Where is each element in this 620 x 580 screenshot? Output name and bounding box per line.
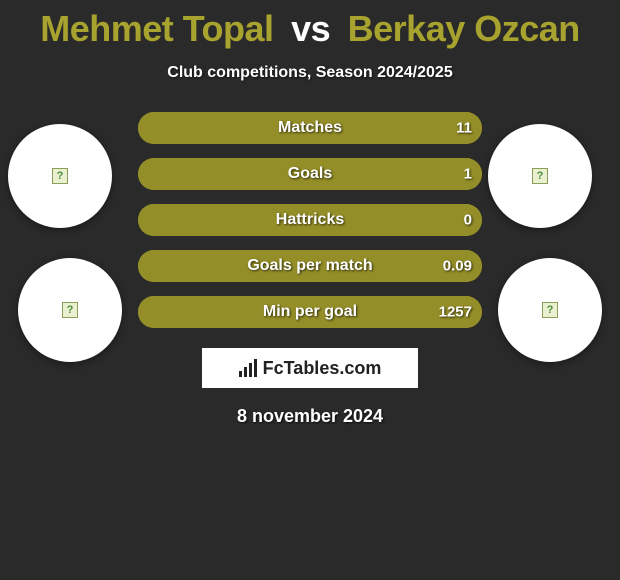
stat-value-right: 1257 [439, 304, 472, 321]
broken-image-icon [542, 302, 558, 318]
brand-box: FcTables.com [200, 346, 420, 390]
stat-value-right: 1 [464, 166, 472, 183]
stat-row: Goals per match 0.09 [138, 250, 482, 282]
avatar-circle [18, 258, 122, 362]
stat-row: Min per goal 1257 [138, 296, 482, 328]
broken-image-icon [532, 168, 548, 184]
comparison-title: Mehmet Topal vs Berkay Ozcan [0, 0, 620, 50]
broken-image-icon [62, 302, 78, 318]
stat-row: Matches 11 [138, 112, 482, 144]
avatar-circle [8, 124, 112, 228]
stat-label: Goals [288, 165, 332, 183]
vs-text: vs [291, 8, 330, 49]
avatar-circle [498, 258, 602, 362]
stat-value-right: 11 [456, 120, 472, 137]
stat-value-right: 0 [464, 212, 472, 229]
player2-name: Berkay Ozcan [348, 8, 580, 49]
stat-row: Goals 1 [138, 158, 482, 190]
bars-icon [239, 359, 257, 377]
avatar-circle [488, 124, 592, 228]
subtitle: Club competitions, Season 2024/2025 [0, 64, 620, 82]
stats-panel: Matches 11 Goals 1 Hattricks 0 Goals per match… [138, 112, 482, 328]
stat-value-right: 0.09 [443, 258, 472, 275]
player1-name: Mehmet Topal [40, 8, 273, 49]
date-text: 8 november 2024 [0, 406, 620, 427]
stat-label: Hattricks [276, 211, 344, 229]
broken-image-icon [52, 168, 68, 184]
stat-label: Min per goal [263, 303, 357, 321]
stat-label: Goals per match [247, 257, 372, 275]
brand-text: FcTables.com [263, 358, 382, 379]
stat-row: Hattricks 0 [138, 204, 482, 236]
stat-label: Matches [278, 119, 342, 137]
